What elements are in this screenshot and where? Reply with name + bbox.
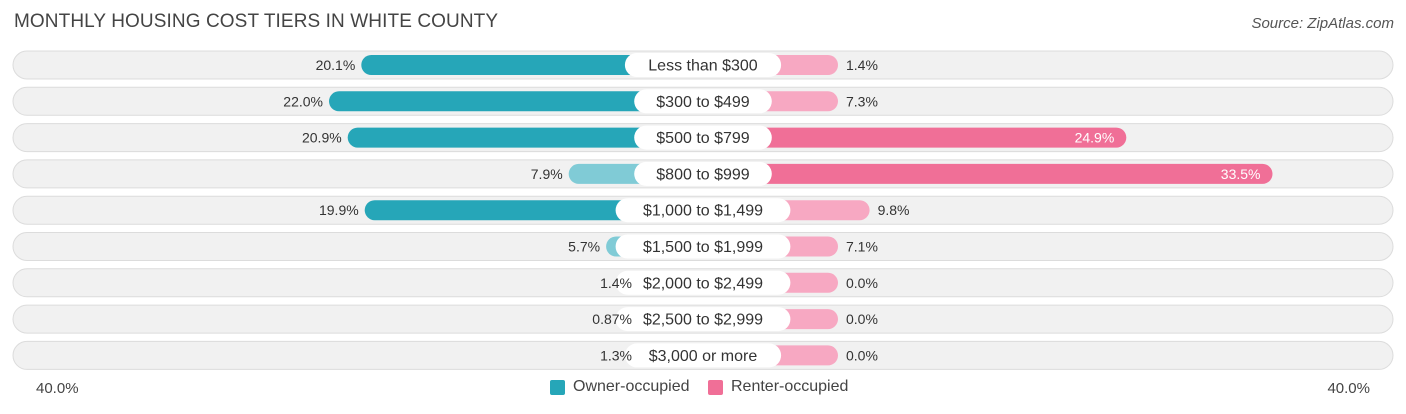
owner-value-label: 1.4% (600, 275, 632, 291)
category-pill (634, 89, 772, 114)
owner-value-label: 5.7% (568, 239, 600, 255)
legend-label-owner: Owner-occupied (573, 378, 690, 395)
chart-title: MONTHLY HOUSING COST TIERS IN WHITE COUN… (14, 11, 499, 32)
owner-value-label: 7.9% (531, 166, 563, 182)
axis-label-right: 40.0% (1327, 380, 1370, 397)
source-note: Source: ZipAtlas.com (1251, 15, 1394, 32)
category-pill (634, 125, 772, 150)
axis-label-left: 40.0% (36, 380, 79, 397)
legend-swatch-owner (550, 379, 565, 395)
renter-bar (703, 127, 1127, 148)
category-pill (624, 53, 782, 77)
renter-value-label: 24.9% (1075, 130, 1115, 146)
category-label: Less than $300 (648, 58, 758, 75)
owner-value-label: 19.9% (319, 202, 359, 218)
category-label: $2,000 to $2,499 (643, 275, 763, 292)
category-pill (624, 343, 782, 368)
renter-value-label: 33.5% (1221, 166, 1261, 182)
category-label: $500 to $799 (656, 130, 750, 147)
category-label: $1,500 to $1,999 (643, 239, 763, 256)
legend: Owner-occupied Renter-occupied (0, 378, 1406, 400)
owner-value-label: 20.9% (302, 130, 342, 146)
renter-value-label: 7.3% (846, 93, 878, 109)
category-label: $1,000 to $1,499 (643, 203, 763, 220)
owner-value-label: 1.3% (600, 347, 632, 363)
legend-label-renter: Renter-occupied (731, 378, 849, 395)
category-label: $800 to $999 (656, 166, 750, 183)
renter-value-label: 0.0% (846, 311, 878, 327)
owner-bar (329, 91, 703, 112)
legend-swatch-renter (708, 379, 723, 395)
category-pill (615, 198, 791, 223)
category-pill (615, 270, 791, 295)
renter-value-label: 0.0% (846, 275, 878, 291)
category-label: $300 to $499 (656, 94, 750, 111)
category-label: $2,500 to $2,999 (643, 312, 763, 329)
owner-bar (361, 55, 703, 75)
category-pill (634, 161, 772, 186)
owner-bar (347, 127, 703, 148)
renter-bar (703, 163, 1273, 184)
renter-value-label: 7.1% (846, 239, 878, 255)
owner-value-label: 20.1% (316, 57, 356, 73)
renter-value-label: 9.8% (878, 202, 910, 218)
owner-value-label: 22.0% (283, 93, 323, 109)
renter-value-label: 0.0% (846, 347, 878, 363)
legend-item-renter: Renter-occupied (708, 378, 848, 396)
legend-item-owner: Owner-occupied (550, 378, 690, 396)
category-pill (615, 307, 791, 332)
category-pill (615, 234, 791, 259)
renter-value-label: 1.4% (846, 57, 878, 73)
category-label: $3,000 or more (649, 348, 758, 365)
owner-value-label: 0.87% (592, 311, 632, 327)
